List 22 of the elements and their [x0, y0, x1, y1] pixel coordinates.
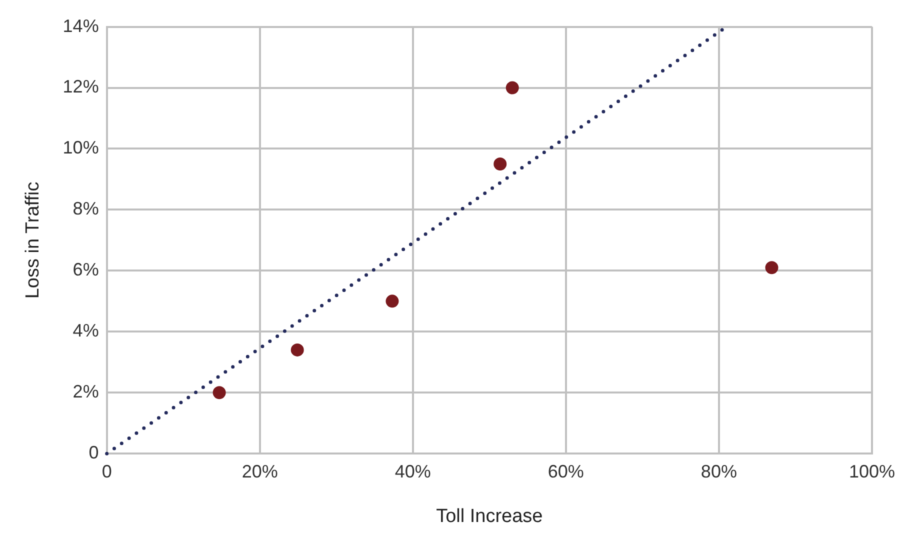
y-tick-label: 8% [72, 198, 99, 219]
y-tick-label: 6% [72, 260, 99, 280]
y-tick-label: 0 [88, 442, 99, 463]
x-tick-label: 80% [700, 461, 737, 482]
y-tick-label: 4% [72, 320, 99, 341]
y-tick-label: 14% [62, 16, 99, 36]
y-tick-label: 2% [72, 382, 99, 402]
x-tick-label: 20% [242, 461, 278, 482]
point [290, 343, 304, 356]
x-tick-label: 0 [102, 461, 112, 482]
x-axis-title: Toll Increase [436, 506, 543, 527]
point [386, 294, 399, 308]
x-tick-label: 100% [848, 461, 896, 482]
point [765, 261, 778, 274]
x-tick-label: 40% [394, 461, 431, 482]
point [494, 157, 507, 170]
x-tick-label: 60% [548, 461, 584, 482]
y-tick-label: 10% [62, 138, 99, 158]
y-axis-title: Loss in Traffic [22, 182, 44, 299]
point [212, 386, 226, 400]
point [506, 81, 519, 94]
y-tick-label: 12% [62, 76, 99, 97]
